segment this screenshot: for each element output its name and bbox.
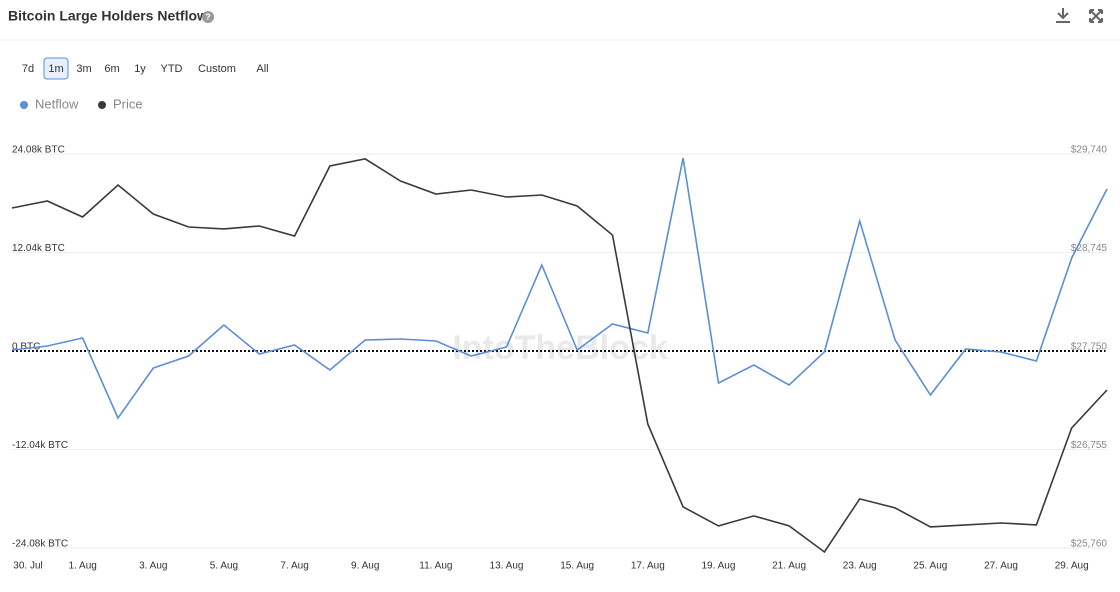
- legend-marker: [98, 101, 106, 109]
- y-tick-label: -12.04k BTC: [12, 440, 68, 451]
- button-bg: [190, 57, 244, 80]
- x-tick-label: 23. Aug: [843, 561, 877, 572]
- x-tick-label: 17. Aug: [631, 561, 665, 572]
- y-tick-label: -24.08k BTC: [12, 539, 68, 550]
- x-tick-label: 15. Aug: [560, 561, 594, 572]
- y2-tick-label: $27,750: [1071, 342, 1108, 353]
- button-bg: [127, 57, 153, 80]
- series-line: [11, 157, 1108, 420]
- y-tick-label: 24.08k BTC: [12, 145, 65, 156]
- y-tick-label: 0 BTC: [12, 342, 40, 353]
- y2-tick-label: $28,745: [1071, 243, 1108, 254]
- help-icon[interactable]: ?: [202, 11, 214, 23]
- x-tick-label: 21. Aug: [772, 561, 806, 572]
- button-label: Custom: [198, 63, 236, 75]
- expand-icon[interactable]: [1089, 9, 1103, 23]
- legend: Netflow Price: [20, 96, 143, 111]
- series-line: [11, 158, 1108, 554]
- button-label: 7d: [22, 63, 34, 75]
- button-label: 1y: [134, 63, 146, 75]
- x-tick-label: 7. Aug: [280, 561, 308, 572]
- x-tick-label: 3. Aug: [139, 561, 167, 572]
- range-button[interactable]: 6m: [99, 57, 125, 80]
- range-button[interactable]: Custom: [190, 57, 244, 80]
- x-tick-label: 27. Aug: [984, 561, 1018, 572]
- legend-label[interactable]: Netflow: [35, 96, 79, 111]
- x-tick-label: 30. Jul: [13, 561, 42, 572]
- x-tick-label: 13. Aug: [490, 561, 524, 572]
- button-label: All: [256, 63, 268, 75]
- download-icon[interactable]: [1056, 8, 1070, 23]
- x-tick-label: 19. Aug: [701, 561, 735, 572]
- x-tick-label: 1. Aug: [68, 561, 96, 572]
- range-button[interactable]: 1m: [43, 57, 69, 80]
- range-button[interactable]: 7d: [15, 57, 41, 80]
- x-tick-label: 29. Aug: [1055, 561, 1089, 572]
- svg-text:?: ?: [205, 12, 211, 22]
- range-button[interactable]: All: [246, 57, 279, 80]
- y2-tick-label: $29,740: [1071, 145, 1108, 156]
- range-button[interactable]: 3m: [71, 57, 97, 80]
- button-bg: [43, 57, 69, 80]
- button-label: YTD: [161, 63, 183, 75]
- y2-tick-label: $26,755: [1071, 440, 1108, 451]
- button-bg: [155, 57, 188, 80]
- x-tick-label: 5. Aug: [210, 561, 238, 572]
- range-button[interactable]: 1y: [127, 57, 153, 80]
- x-tick-label: 11. Aug: [419, 561, 452, 572]
- legend-label[interactable]: Price: [113, 96, 143, 111]
- button-bg: [71, 57, 97, 80]
- x-tick-label: 25. Aug: [913, 561, 947, 572]
- y-tick-label: 12.04k BTC: [12, 243, 65, 254]
- title: Bitcoin Large Holders Netflow: [8, 8, 208, 24]
- button-bg: [246, 57, 279, 80]
- button-bg: [99, 57, 125, 80]
- button-label: 1m: [48, 63, 63, 75]
- range-button[interactable]: YTD: [155, 57, 188, 80]
- button-bg: [15, 57, 41, 80]
- button-label: 3m: [76, 63, 91, 75]
- y2-tick-label: $25,760: [1071, 539, 1108, 550]
- x-tick-label: 9. Aug: [351, 561, 379, 572]
- legend-marker: [20, 101, 28, 109]
- range-buttons: 7d 1m 3m 6m 1y YTD Custom All: [15, 57, 279, 80]
- button-label: 6m: [104, 63, 119, 75]
